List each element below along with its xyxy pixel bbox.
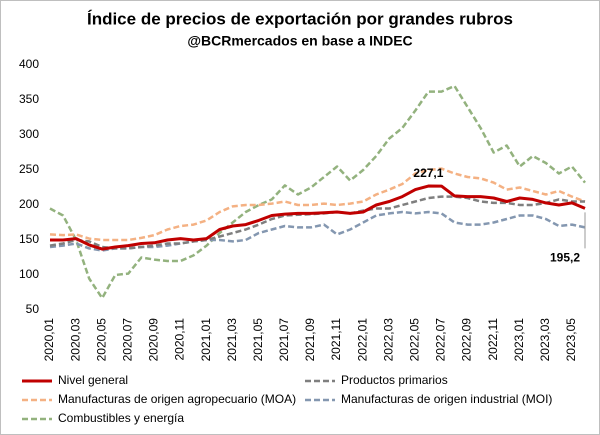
legend-label: Productos primarios: [341, 373, 448, 387]
x-tick-label: 2022,07: [434, 318, 448, 362]
x-tick-label: 2023,01: [512, 318, 526, 362]
legend-label: Manufacturas de origen industrial (MOI): [341, 392, 552, 406]
x-tick-label: 2021,11: [329, 318, 343, 361]
legend-label: Manufacturas de origen agropecuario (MOA…: [58, 392, 296, 406]
series-line: [50, 184, 586, 251]
x-tick-label: 2022,09: [460, 318, 474, 362]
x-tick-label: 2020,01: [42, 318, 56, 362]
x-tick-label: 2021,05: [251, 318, 265, 362]
x-tick-label: 2023,03: [538, 318, 552, 362]
y-tick-label: 150: [19, 232, 39, 246]
x-tick-label: 2022,01: [355, 318, 369, 362]
legend-label: Combustibles y energía: [58, 411, 184, 425]
y-tick-label: 350: [19, 92, 39, 106]
x-tick-label: 2021,01: [199, 318, 213, 362]
y-tick-label: 300: [19, 127, 39, 141]
y-tick-label: 100: [19, 267, 39, 281]
legend-label: Nivel general: [58, 373, 128, 387]
x-tick-label: 2021,09: [303, 318, 317, 362]
x-tick-label: 2022,03: [381, 318, 395, 362]
x-tick-label: 2020,07: [120, 318, 134, 362]
y-tick-label: 50: [26, 302, 40, 316]
series-line: [49, 84, 586, 300]
data-label: 227,1: [413, 166, 443, 180]
series-line: [49, 167, 586, 242]
x-tick-label: 2020,05: [94, 318, 108, 362]
x-tick-label: 2020,09: [147, 318, 161, 362]
chart-subtitle: @BCRmercados en base a INDEC: [187, 33, 412, 49]
y-tick-label: 200: [19, 197, 39, 211]
y-tick-label: 400: [19, 57, 39, 71]
x-tick-label: 2022,11: [486, 318, 500, 361]
x-tick-label: 2020,11: [173, 318, 187, 361]
x-tick-label: 2021,07: [277, 318, 291, 362]
chart-title: Índice de precios de exportación por gra…: [87, 9, 513, 28]
x-tick-label: 2021,03: [225, 318, 239, 362]
x-tick-label: 2022,05: [408, 318, 422, 362]
y-tick-label: 250: [19, 162, 39, 176]
x-tick-label: 2023,05: [564, 318, 578, 362]
x-tick-label: 2020,03: [68, 318, 82, 362]
data-label: 195,2: [550, 251, 580, 265]
